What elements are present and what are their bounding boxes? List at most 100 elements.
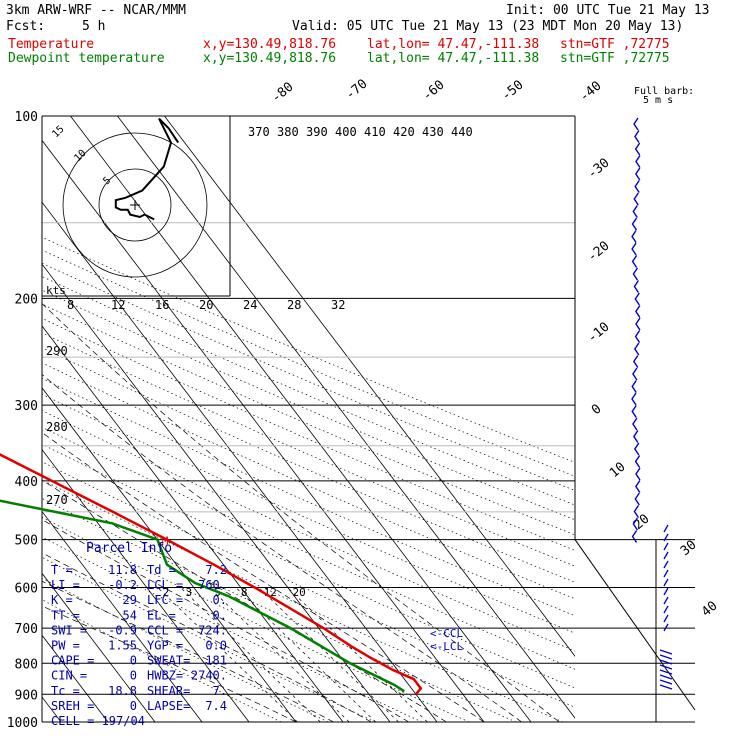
parcel-param-value: 54: [123, 608, 137, 622]
parcel-param-value: 0.: [213, 593, 227, 607]
parcel-param-label: YGP =: [147, 639, 183, 653]
mixing-ratio-line: [258, 587, 399, 722]
wind-legend-units: 5 m s: [643, 95, 673, 106]
wind-barb: [634, 142, 641, 156]
wind-barb: [659, 669, 673, 675]
wind-barb: [634, 167, 641, 181]
wind-barb: [633, 355, 639, 368]
theta-label: 370: [248, 125, 270, 139]
isotherm-line: [117, 116, 575, 719]
mixing-ratio-line: [235, 587, 376, 722]
forecast-hours: 5 h: [82, 19, 106, 34]
hodograph-trace: [114, 117, 180, 221]
dewpoint-xy: x,y=130.49,818.76: [203, 51, 337, 66]
wind-barb: [631, 392, 637, 406]
isotherm-label: -70: [343, 76, 371, 103]
theta-side-label: 270: [46, 493, 68, 507]
parcel-param-label: T =: [51, 563, 73, 577]
mixing-ratio-line: [209, 587, 350, 722]
isotherm-line: [42, 139, 485, 722]
theta-label: 420: [393, 125, 415, 139]
wind-barb: [663, 551, 669, 560]
wind-barb: [632, 517, 639, 531]
hodograph-speed-label: 24: [243, 298, 257, 312]
wind-barb: [663, 614, 669, 623]
hodograph-units: kts: [46, 284, 66, 297]
parcel-param-label: SHEAR=: [147, 684, 190, 698]
wind-barb: [631, 405, 637, 418]
wind-barb: [663, 569, 669, 578]
pressure-label: 300: [15, 399, 38, 414]
wind-barb: [635, 480, 641, 493]
init-time: Init: 00 UTC Tue 21 May 13: [506, 3, 710, 18]
parcel-param-label: K =: [51, 593, 73, 607]
wind-barb: [663, 623, 669, 632]
isotherm-label: -40: [577, 78, 605, 105]
parcel-param-label: SWEAT=: [147, 654, 190, 668]
hodograph-ring: [98, 168, 172, 242]
wind-barb: [663, 605, 669, 614]
theta-label: 430: [422, 125, 444, 139]
wind-barb: [663, 542, 669, 551]
parcel-param-value: 18.8: [108, 684, 137, 698]
hodograph-speed-label: 16: [155, 298, 169, 312]
hodograph-speed-label: 8: [67, 298, 74, 312]
wind-barb: [631, 380, 637, 393]
parcel-param-value: 7.2: [205, 563, 227, 577]
wind-barb: [635, 305, 641, 318]
dry-adiabat: [42, 410, 575, 652]
mixing-ratio-label: 2: [163, 586, 170, 599]
isotherm-label: 0: [589, 402, 605, 419]
moist-adiabat: [42, 374, 522, 722]
wind-barb: [635, 317, 641, 331]
parcel-param-value: 0.: [213, 608, 227, 622]
moist-adiabat: [42, 303, 560, 722]
mixing-ratio-label: 3: [185, 586, 192, 599]
parcel-param-label: LAPSE=: [147, 699, 190, 713]
isotherm-line: [42, 325, 344, 722]
pressure-label: 800: [15, 657, 38, 672]
dewpoint-profile: [0, 499, 405, 693]
wind-barb: [632, 417, 638, 431]
temperature-legend: Temperature: [8, 37, 95, 52]
wind-barb: [633, 442, 640, 456]
dry-adiabat: [42, 556, 376, 722]
mixing-ratio-line: [157, 587, 298, 722]
model-title: 3km ARW-WRF -- NCAR/MMM: [6, 3, 187, 18]
parcel-param-value: 181: [205, 654, 227, 668]
wind-barb: [663, 560, 669, 569]
parcel-param-value: 7.4: [205, 699, 227, 713]
pressure-label: 500: [15, 534, 38, 549]
parcel-param-value: 0: [130, 654, 137, 668]
pressure-label: 100: [15, 110, 38, 125]
parcel-param-label: LI =: [51, 578, 80, 592]
isotherm-line: [164, 116, 575, 657]
temperature-station: stn=GTF ,72775: [560, 37, 670, 52]
dry-adiabat: [42, 599, 282, 722]
wind-barb: [631, 217, 638, 231]
isotherm-line: [0, 116, 14, 722]
temperature-profile: [0, 453, 423, 696]
parcel-param-value: -0.2: [108, 578, 137, 592]
dewpoint-station: stn=GTF ,72775: [560, 51, 670, 66]
parcel-cell: CELL = 197/04: [51, 714, 145, 728]
forecast-label: Fcst:: [6, 19, 46, 34]
wind-barb: [631, 230, 637, 243]
isotherm-line: [42, 572, 156, 722]
hodograph-ring-label: 5: [101, 175, 113, 187]
theta-side-label: 290: [46, 344, 68, 358]
hodograph-ring-label: 10: [72, 148, 88, 164]
isotherm-label: -50: [499, 77, 527, 104]
theta-label: 440: [451, 125, 473, 139]
isotherm-line: [42, 201, 438, 722]
wind-barb: [633, 430, 639, 443]
moist-adiabat: [42, 519, 409, 722]
moist-adiabat: [42, 580, 334, 722]
valid-time: Valid: 05 UTC Tue 21 May 13 (23 MDT Mon …: [292, 19, 684, 34]
parcel-param-value: 760.: [198, 578, 227, 592]
hodograph-ring: [62, 132, 208, 278]
pressure-label: 900: [15, 688, 38, 703]
wind-barb: [632, 267, 639, 281]
parcel-param-value: 1.55: [108, 639, 137, 653]
